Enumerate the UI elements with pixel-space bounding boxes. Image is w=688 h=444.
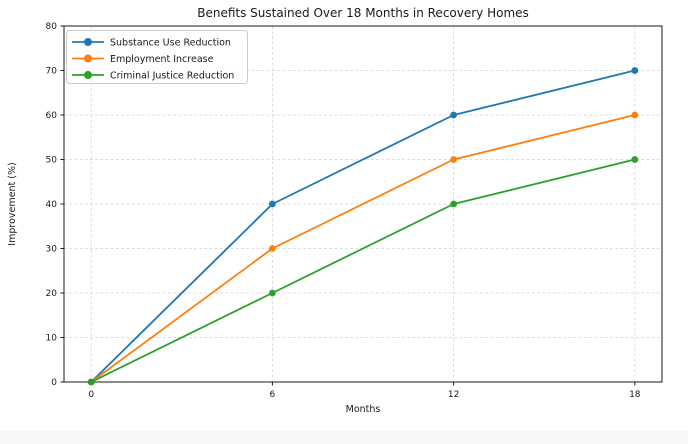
x-tick-label: 6 — [270, 390, 276, 400]
y-tick-label: 0 — [51, 378, 57, 388]
footer-strip — [0, 431, 688, 444]
series-line — [90, 114, 636, 383]
data-point-marker — [631, 67, 639, 74]
y-tick-label: 50 — [46, 156, 58, 166]
x-tick-label: 18 — [629, 390, 641, 400]
data-point-marker — [450, 200, 458, 208]
series-line — [90, 69, 636, 383]
data-point-marker — [268, 289, 276, 297]
data-point-marker — [268, 245, 276, 252]
chart-title: Benefits Sustained Over 18 Months in Rec… — [197, 6, 529, 20]
x-tick-label: 12 — [448, 390, 459, 400]
y-axis-label: Improvement (%) — [7, 162, 18, 245]
x-axis-label: Months — [346, 404, 381, 415]
y-tick-label: 80 — [46, 22, 58, 32]
legend-label: Employment Increase — [110, 54, 214, 65]
legend-label: Criminal Justice Reduction — [110, 71, 234, 82]
data-point-marker — [450, 156, 458, 163]
y-tick-label: 10 — [46, 334, 58, 344]
legend-label: Substance Use Reduction — [110, 38, 231, 49]
axis-ticks: 0 6 12 18 0 10 20 30 40 50 60 70 80 — [46, 22, 641, 400]
y-tick-label: 20 — [46, 289, 58, 299]
legend: Substance Use Reduction Employment Increa… — [66, 30, 248, 84]
y-tick-label: 40 — [46, 200, 58, 210]
legend-marker — [84, 38, 92, 46]
x-tick-label: 0 — [88, 390, 94, 400]
data-point-marker — [450, 111, 458, 119]
legend-marker — [84, 54, 92, 63]
series-line — [90, 158, 636, 383]
y-tick-label: 60 — [46, 111, 58, 121]
y-tick-label: 70 — [46, 67, 58, 77]
chart-svg: 0 6 12 18 0 10 20 30 40 50 60 70 80 Substance Use Re… — [7, 6, 663, 415]
data-point-marker — [87, 378, 95, 386]
y-tick-label: 30 — [46, 245, 58, 255]
data-point-marker — [631, 156, 639, 163]
data-point-marker — [268, 200, 276, 208]
data-point-marker — [631, 111, 639, 119]
legend-marker — [84, 71, 92, 79]
data-series — [87, 67, 639, 386]
legend-box — [66, 30, 248, 84]
